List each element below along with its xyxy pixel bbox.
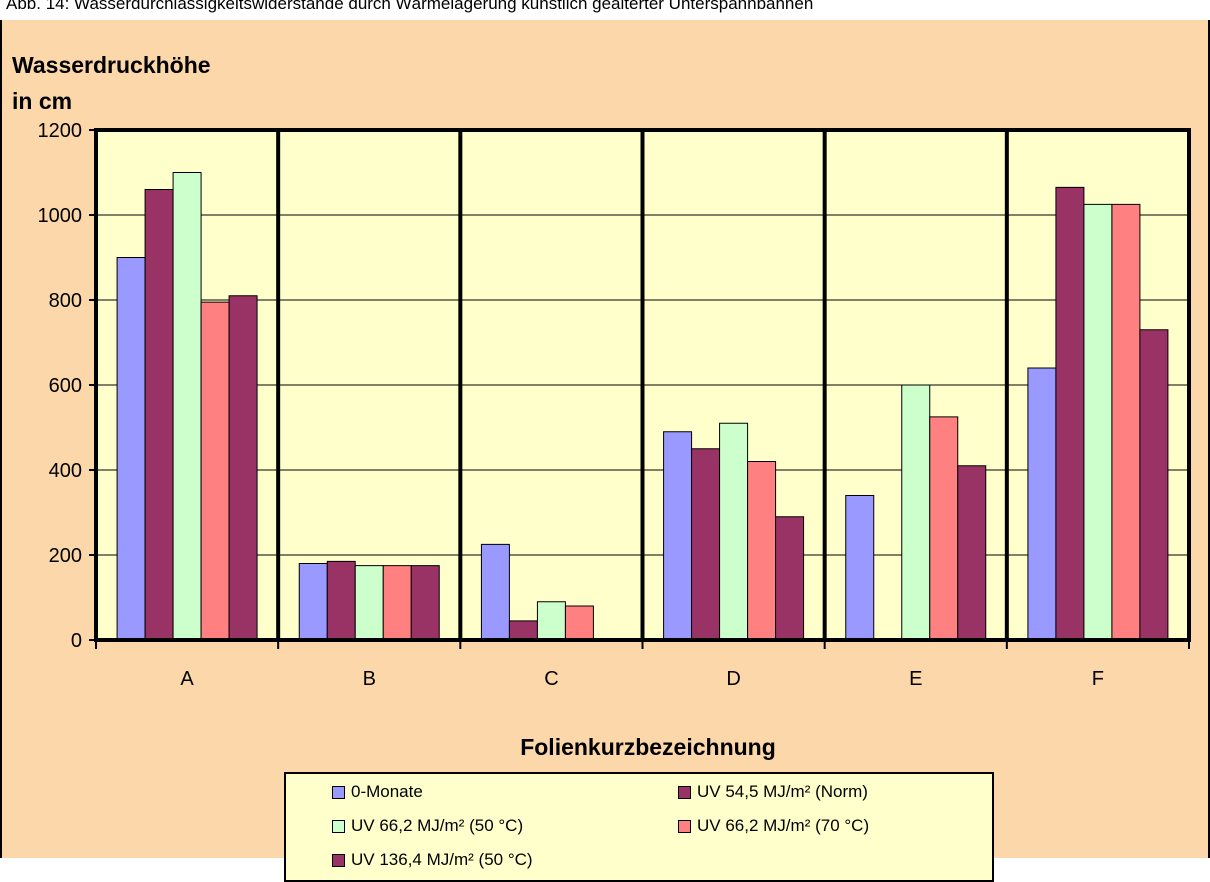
y-tick-label: 1000	[38, 205, 83, 227]
bar-D-3	[747, 461, 777, 641]
bar-B-4	[410, 565, 440, 641]
chart-frame: 0 200 400 600 800 1000 1200 A B C D E F Wasserdruckh…	[0, 20, 1210, 882]
figure-caption: Abb. 14: Wasserdurchlässigkeitswiderstän…	[6, 0, 814, 13]
legend-swatch	[678, 819, 691, 833]
x-tick-label: F	[1092, 668, 1104, 690]
legend-label: UV 136,4 MJ/m² (50 °C)	[351, 850, 533, 869]
bar-F-3	[1111, 203, 1141, 641]
x-axis-label: Folienkurzbezeichnung	[520, 734, 776, 760]
bar-C-1	[508, 620, 538, 641]
bar-A-4	[228, 295, 258, 641]
legend-swatch	[332, 819, 345, 833]
bar-E-3	[929, 416, 959, 641]
x-tick-label: C	[544, 668, 558, 690]
bar-E-2	[901, 384, 931, 641]
bar-D-1	[691, 448, 721, 641]
legend-item-uv-54-5: UV 54,5 MJ/m² (Norm)	[678, 782, 868, 802]
legend-label: UV 66,2 MJ/m² (50 °C)	[351, 816, 524, 835]
y-axis-label-line-1: Wasserdruckhöhe	[12, 52, 211, 78]
bar-F-1	[1055, 186, 1085, 641]
x-tick-label: E	[909, 668, 922, 690]
legend-item-uv-136-4: UV 136,4 MJ/m² (50 °C)	[332, 850, 533, 870]
legend-item-uv-66-2-70: UV 66,2 MJ/m² (70 °C)	[678, 816, 869, 836]
bar-D-2	[719, 422, 749, 641]
y-tick-label: 0	[71, 630, 82, 652]
y-axis-label-line-2: in cm	[12, 88, 73, 114]
bar-C-3	[564, 605, 594, 641]
bar-E-4	[957, 465, 987, 641]
x-tick-label: A	[180, 668, 194, 690]
bar-A-0	[116, 257, 146, 641]
bar-B-2	[354, 565, 384, 641]
legend-label: UV 66,2 MJ/m² (70 °C)	[697, 816, 870, 835]
legend-swatch	[678, 785, 691, 799]
bar-F-0	[1027, 367, 1057, 641]
y-tick-label: 800	[49, 290, 82, 312]
x-tick-label: B	[363, 668, 376, 690]
legend-item-0-monate: 0-Monate	[332, 782, 423, 802]
bar-A-3	[200, 301, 230, 641]
x-tick-label: D	[726, 668, 740, 690]
legend-item-uv-66-2-50: UV 66,2 MJ/m² (50 °C)	[332, 816, 523, 836]
bar-D-0	[663, 431, 693, 641]
bar-C-2	[536, 601, 566, 641]
bar-F-2	[1083, 203, 1113, 641]
bar-chart: 0 200 400 600 800 1000 1200 A B C D E F	[38, 120, 1191, 690]
bar-A-1	[144, 189, 174, 641]
bar-C-0	[480, 543, 510, 641]
bar-F-4	[1139, 329, 1169, 641]
legend-label: UV 54,5 MJ/m² (Norm)	[697, 782, 868, 801]
legend-swatch	[332, 853, 345, 867]
bar-B-0	[298, 563, 328, 641]
y-tick-label: 600	[49, 375, 82, 397]
bar-B-3	[382, 565, 412, 641]
y-tick-label: 400	[49, 460, 82, 482]
y-tick-label: 1200	[38, 120, 83, 142]
legend-swatch	[332, 785, 345, 799]
chart-legend: 0-Monate UV 54,5 MJ/m² (Norm) UV 66,2 MJ…	[284, 772, 994, 882]
bar-D-4	[775, 516, 805, 641]
y-tick-label: 200	[49, 545, 82, 567]
bar-A-2	[172, 172, 202, 641]
legend-label: 0-Monate	[351, 782, 423, 801]
bar-E-0	[845, 495, 875, 641]
bar-B-1	[326, 560, 356, 641]
